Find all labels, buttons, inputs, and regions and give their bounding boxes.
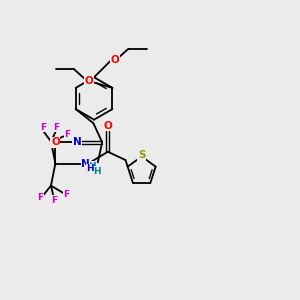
Text: H: H xyxy=(86,164,94,173)
Text: H: H xyxy=(93,167,101,176)
Text: F: F xyxy=(63,190,69,199)
Text: N: N xyxy=(81,158,90,169)
Text: N: N xyxy=(88,162,97,172)
Text: N: N xyxy=(73,137,82,147)
Text: F: F xyxy=(51,196,57,205)
Text: F: F xyxy=(53,123,59,132)
Text: O: O xyxy=(85,76,93,86)
Text: O: O xyxy=(103,121,112,131)
Text: H: H xyxy=(84,167,91,176)
Text: F: F xyxy=(40,123,46,132)
Text: O: O xyxy=(110,55,119,64)
Text: O: O xyxy=(51,137,60,147)
Text: F: F xyxy=(64,130,70,140)
Text: S: S xyxy=(138,150,146,160)
Text: F: F xyxy=(38,194,44,202)
